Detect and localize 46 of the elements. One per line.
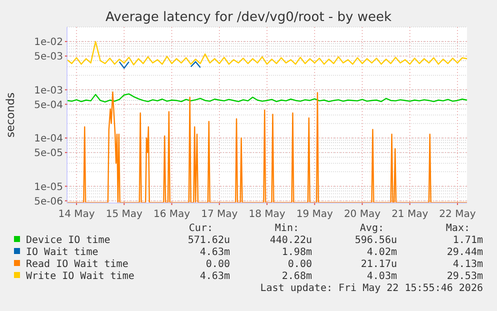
text: 4.13m — [452, 259, 483, 270]
text: Last update: Fri May 22 15:55:46 2026 — [260, 283, 483, 294]
x-tick-label: 16 May — [153, 209, 190, 220]
text: 4.02m — [366, 247, 397, 258]
line-series — [66, 93, 468, 103]
x-tick-label: 22 May — [439, 209, 476, 220]
text: 29.53m — [446, 271, 483, 282]
text: 596.56u — [354, 235, 397, 246]
text: 2.68m — [282, 271, 312, 282]
y-tick-label: 5e-03 — [34, 52, 63, 63]
text: 29.44m — [446, 247, 483, 258]
x-tick-label: 15 May — [106, 209, 143, 220]
y-axis-title: seconds — [4, 92, 17, 138]
line-series — [66, 40, 468, 66]
text: 0.00 — [206, 259, 230, 270]
text: 1.71m — [452, 235, 483, 246]
y-tick-label: 1e-05 — [34, 182, 63, 193]
text: Min: — [274, 223, 299, 234]
legend-label: Read IO Wait time — [26, 259, 128, 270]
text: 21.17u — [360, 259, 397, 270]
text: 571.62u — [188, 235, 230, 246]
text: Max: — [446, 223, 470, 234]
x-tick-label: 19 May — [296, 209, 333, 220]
y-tick-label: 1e-04 — [34, 134, 63, 145]
y-tick-label: 5e-05 — [34, 148, 63, 160]
x-tick-label: 20 May — [344, 209, 381, 220]
x-tick-label: 14 May — [58, 209, 95, 220]
y-tick-label: 1e-02 — [34, 37, 63, 48]
text: Cur: — [188, 223, 213, 234]
text: Avg: — [360, 223, 384, 234]
text: 440.22u — [270, 235, 312, 246]
y-tick-label: 5e-06 — [34, 196, 63, 208]
x-tick-label: 21 May — [392, 209, 428, 220]
text: 0.00 — [288, 259, 312, 270]
x-tick-label: 18 May — [248, 209, 286, 220]
x-tick-label: 17 May — [201, 209, 238, 220]
legend-label: IO Wait time — [26, 247, 98, 258]
legend-label: Write IO Wait time — [26, 271, 134, 282]
text: 4.63m — [200, 271, 230, 282]
text: 4.63m — [200, 247, 230, 258]
y-tick-label: 5e-04 — [34, 100, 63, 111]
y-tick-label: 1e-03 — [34, 85, 63, 96]
text: 4.03m — [366, 271, 397, 282]
chart-title: Average latency for /dev/vg0/root - by week — [106, 10, 392, 25]
legend-label: Device IO time — [26, 235, 110, 246]
text: 1.98m — [282, 247, 312, 258]
